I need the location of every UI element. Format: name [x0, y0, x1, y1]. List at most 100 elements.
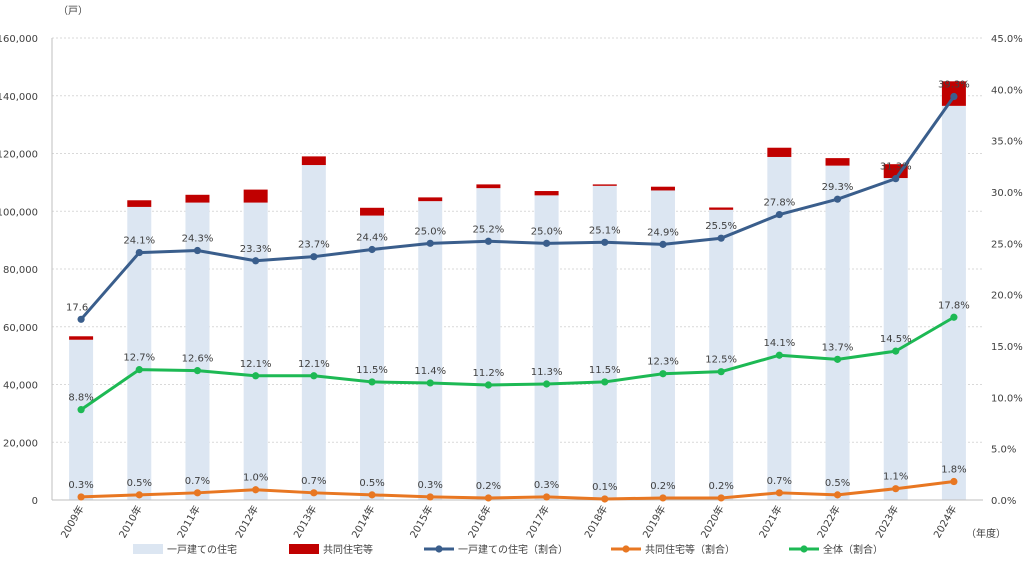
data-label: 12.5% [705, 355, 737, 366]
y-tick-label: 40,000 [3, 381, 38, 392]
bar-detached [883, 178, 908, 500]
y2-tick-label: 0.0% [991, 496, 1016, 507]
data-label: 0.3% [418, 480, 443, 491]
data-label: 12.1% [298, 359, 330, 370]
axes: 0 20,000 40,000 60,000 80,000 100,000 120,000 1… [0, 34, 1023, 540]
data-label: 11.2% [473, 368, 505, 379]
point [77, 493, 85, 501]
y-tick-label: 60,000 [3, 323, 38, 334]
bar-collective [301, 156, 326, 166]
data-label: 0.3% [534, 480, 559, 491]
data-label: 0.2% [476, 481, 501, 492]
legend-label: 一戸建ての住宅 [167, 543, 237, 556]
data-label: 25.1% [589, 225, 621, 236]
x-tick-label: 2017年 [523, 503, 552, 540]
point [426, 239, 434, 247]
point [775, 210, 783, 219]
point [135, 366, 143, 374]
legend-marker [800, 545, 808, 553]
x-tick-label: 2020年 [698, 503, 727, 540]
point [193, 367, 202, 375]
point [833, 491, 842, 499]
data-label: 24.3% [182, 234, 214, 245]
data-label: 31.3% [880, 162, 912, 173]
point [310, 489, 318, 497]
point [426, 493, 434, 501]
point [77, 315, 85, 323]
point [310, 372, 318, 380]
bar-detached [592, 185, 617, 500]
y-tick-label: 100,000 [0, 207, 38, 218]
data-label: 8.8% [68, 393, 93, 404]
x-tick-label: 2019年 [640, 503, 669, 540]
point [193, 246, 202, 255]
point [252, 486, 260, 494]
data-label: 0.2% [650, 481, 675, 492]
bar-collective [69, 336, 94, 340]
data-label: 0.1% [592, 482, 617, 493]
point [542, 380, 551, 388]
point [542, 239, 551, 247]
legend-marker [622, 545, 630, 553]
line-total-ratio [80, 315, 955, 411]
data-label: 12.1% [240, 359, 272, 370]
legend-marker [435, 545, 443, 553]
point [659, 370, 667, 378]
lines [77, 92, 958, 503]
data-label: 25.2% [473, 224, 505, 235]
y2-tick-label: 10.0% [991, 393, 1023, 404]
line-detached-ratio [79, 95, 956, 321]
y-tick-label: 120,000 [0, 150, 38, 161]
point [252, 372, 260, 380]
bar-detached [360, 215, 385, 501]
legend: 一戸建ての住宅 共同住宅等 一戸建ての住宅（割合） 共同住宅等（割合） 全体（割合） [133, 543, 883, 556]
data-label: 23.3% [240, 244, 272, 255]
data-label: 0.5% [825, 478, 850, 489]
data-label: 1.1% [883, 472, 908, 483]
data-label: 24.4% [356, 232, 388, 243]
point [368, 378, 376, 386]
data-label: 1.8% [941, 465, 966, 476]
point [252, 257, 260, 265]
y-axis-unit: （戸） [58, 5, 88, 17]
data-label: 25.0% [414, 226, 446, 237]
data-label: 14.5% [880, 334, 912, 345]
bars [69, 81, 966, 501]
x-tick-label: 2018年 [581, 503, 610, 540]
bar-collective [360, 207, 385, 216]
data-label: 11.4% [414, 366, 446, 377]
data-label: 11.3% [531, 367, 563, 378]
x-tick-label: 2024年 [931, 503, 960, 540]
data-label: 25.5% [705, 221, 737, 232]
x-axis-unit: （年度） [966, 527, 1006, 540]
point [950, 477, 958, 486]
bar-collective [709, 207, 734, 210]
y2-tick-label: 40.0% [991, 85, 1023, 96]
point [484, 494, 493, 502]
y2-tick-label: 25.0% [991, 239, 1023, 250]
data-label: 17.8% [938, 300, 970, 311]
bar-collective [534, 191, 559, 196]
point [775, 489, 783, 497]
x-tick-label: 2014年 [349, 503, 378, 540]
point [135, 491, 143, 499]
data-label: 23.7% [298, 240, 330, 251]
data-label: 0.2% [708, 481, 733, 492]
bar-detached [709, 209, 734, 500]
point [950, 313, 958, 321]
point [426, 379, 434, 387]
point [717, 494, 725, 502]
point [542, 493, 551, 501]
point [775, 351, 783, 359]
x-tick-label: 2010年 [116, 503, 145, 540]
data-label: 11.5% [356, 365, 388, 376]
y-tick-label: 140,000 [0, 92, 38, 103]
data-label: 12.7% [123, 353, 155, 364]
legend-label: 全体（割合） [823, 543, 883, 556]
data-label: 29.3% [822, 182, 854, 193]
point [717, 234, 725, 242]
data-label: 14.1% [763, 338, 795, 349]
bar-collective [650, 186, 675, 191]
bar-detached [941, 105, 966, 500]
